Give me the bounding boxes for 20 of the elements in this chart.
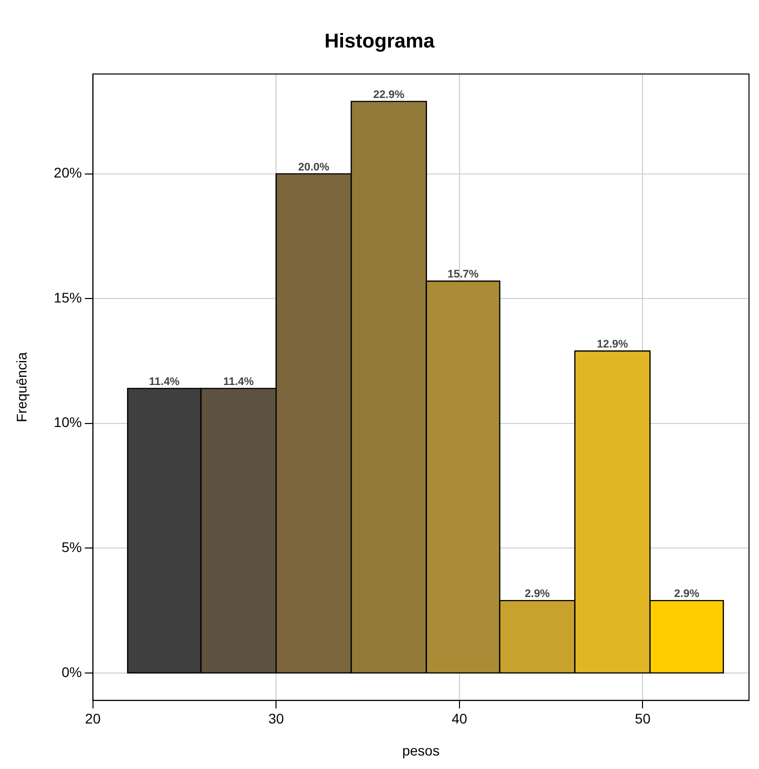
y-axis-title: Frequência [13, 352, 30, 422]
y-tick-label: 15% [54, 289, 82, 306]
data-label: 20.0% [298, 161, 330, 174]
x-tick-label: 20 [85, 710, 101, 727]
y-tick-label: 0% [62, 664, 82, 680]
y-tick-label: 20% [54, 164, 82, 181]
x-tick-label: 40 [452, 710, 468, 727]
data-label: 22.9% [373, 88, 405, 101]
x-tick-label: 50 [634, 710, 651, 727]
data-label: 11.4% [149, 376, 180, 388]
data-label: 2.9% [674, 588, 700, 600]
data-label: 2.9% [524, 588, 550, 600]
data-label: 11.4% [223, 376, 254, 388]
x-tick-label: 30 [268, 710, 284, 727]
y-tick-label: 5% [62, 539, 82, 556]
data-label: 12.9% [596, 338, 628, 351]
x-axis-title: pesos [402, 742, 440, 758]
y-tick-label: 10% [54, 414, 82, 430]
data-label: 15.7% [447, 268, 479, 281]
chart-title: Histograma [324, 30, 436, 53]
